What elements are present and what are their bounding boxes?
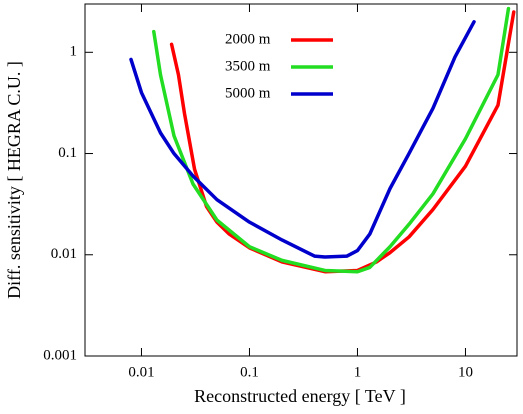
x-tick-label: 0.1 — [240, 364, 259, 380]
series-line — [129, 20, 476, 259]
x-tick-label: 0.01 — [128, 364, 154, 380]
x-axis-label: Reconstructed energy [ TeV ] — [194, 386, 406, 406]
series-line — [152, 6, 511, 274]
legend-label: 2000 m — [225, 31, 271, 47]
x-tick-label: 10 — [458, 364, 473, 380]
y-tick-label: 0.1 — [58, 145, 77, 161]
plot-frame — [84, 3, 518, 357]
x-tick-label: 1 — [354, 364, 362, 380]
legend-label: 5000 m — [225, 85, 271, 101]
y-axis-label: Diff. sensitivity [ HEGRA C.U. ] — [4, 61, 24, 299]
y-tick-label: 0.01 — [51, 246, 77, 262]
y-tick-label: 0.001 — [43, 347, 77, 363]
legend-label: 3500 m — [225, 58, 271, 74]
y-tick-label: 1 — [70, 44, 78, 60]
